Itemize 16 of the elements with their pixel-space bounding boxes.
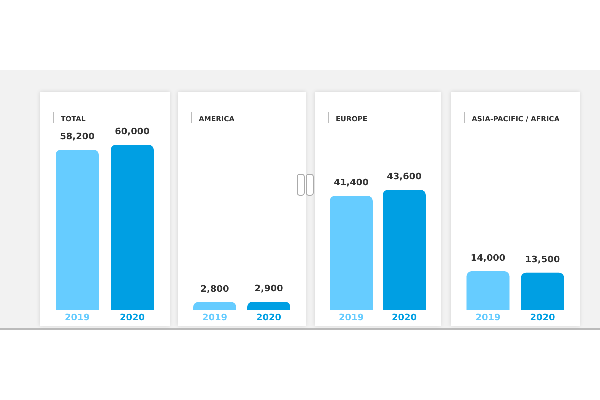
data-label: 41,400	[334, 178, 369, 189]
data-label: 2,800	[200, 284, 230, 295]
x-tick-label: 2020	[120, 314, 146, 324]
data-label: 2,900	[254, 284, 284, 295]
x-tick-label: 2020	[256, 314, 282, 324]
x-tick-label: 2019	[338, 314, 364, 324]
data-label: 14,000	[470, 254, 506, 264]
x-tick-label: 2019	[64, 314, 90, 324]
x-tick-label: 2020	[530, 314, 556, 324]
data-label: 43,600	[387, 172, 422, 183]
x-tick-label: 2019	[202, 314, 228, 324]
data-label: 58,200	[60, 132, 95, 142]
x-tick-label: 2019	[476, 314, 501, 324]
x-tick-label: 2020	[392, 314, 418, 324]
data-label: 60,000	[115, 128, 150, 138]
data-label: 13,500	[525, 255, 560, 266]
